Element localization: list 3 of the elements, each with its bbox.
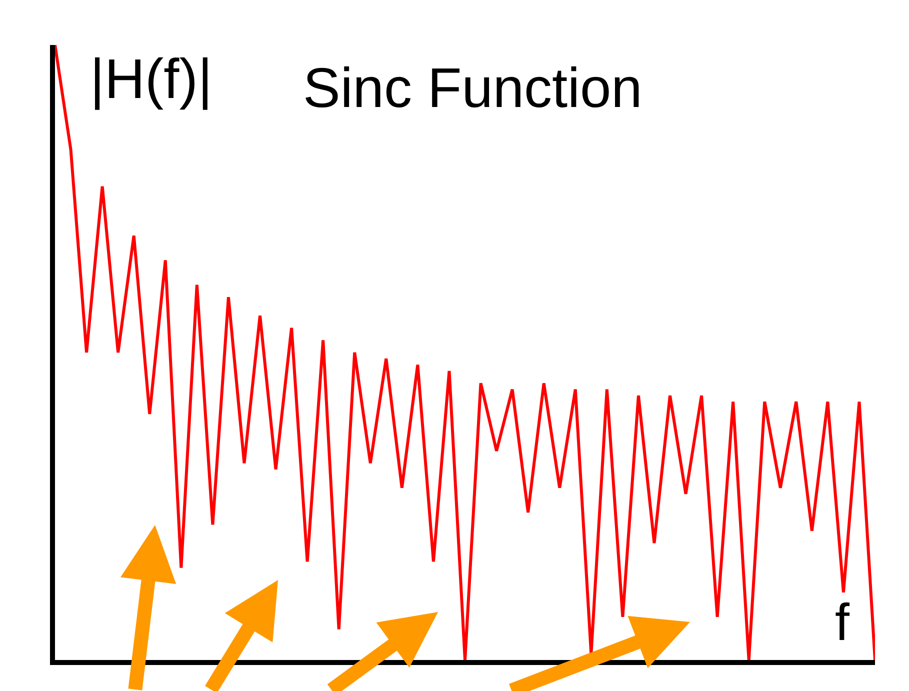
x-axis-title: f	[835, 594, 850, 652]
y-axis-title: |H(f)|	[90, 47, 212, 110]
chart-title: Sinc Function	[303, 56, 642, 119]
